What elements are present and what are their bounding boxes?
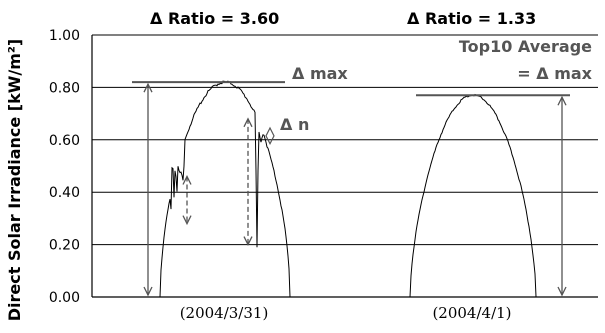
dmax-arrow-day2-head-bottom — [557, 286, 567, 297]
dn-arrow-main-head-top — [243, 117, 253, 128]
date-label-day1: (2004/3/31) — [180, 304, 269, 322]
dn-arrow-left-head-top — [182, 175, 192, 185]
dn-small-arrow — [265, 126, 275, 146]
y-tick-labels: 0.00 0.20 0.40 0.60 0.80 1.00 — [49, 28, 80, 306]
dmax-arrow-day2-head-top — [557, 95, 567, 106]
y-tick-0.20: 0.20 — [49, 238, 80, 254]
top10-average-label: Top10 Average — [459, 37, 592, 56]
dn-label: Δ n — [280, 115, 309, 134]
y-tick-1.00: 1.00 — [49, 28, 80, 44]
y-tick-0.80: 0.80 — [49, 80, 80, 96]
series-day2 — [409, 93, 537, 298]
ratio-label-day2: Δ Ratio = 1.33 — [407, 9, 536, 28]
series-layer — [159, 80, 537, 298]
y-tick-0.00: 0.00 — [49, 290, 80, 306]
y-tick-0.40: 0.40 — [49, 185, 80, 201]
ratio-label-day1: Δ Ratio = 3.60 — [150, 9, 279, 28]
dmax-arrow-day1-head-top — [143, 82, 153, 93]
arrow-layer — [132, 81, 570, 297]
dn-arrow-main-head-bottom — [243, 236, 253, 247]
y-tick-0.60: 0.60 — [49, 133, 80, 149]
dmax-arrow-day1-head-bottom — [143, 286, 153, 297]
dmax-label: Δ max — [292, 64, 348, 83]
date-label-day2: (2004/4/1) — [432, 304, 511, 322]
y-axis-label: Direct Solar Irradiance [kW/m²] — [5, 39, 24, 321]
top10-equals-dmax-label: = Δ max — [517, 64, 592, 83]
series-day1 — [159, 80, 291, 298]
dn-arrow-left-head-bottom — [182, 215, 192, 226]
grid-layer — [91, 34, 598, 298]
